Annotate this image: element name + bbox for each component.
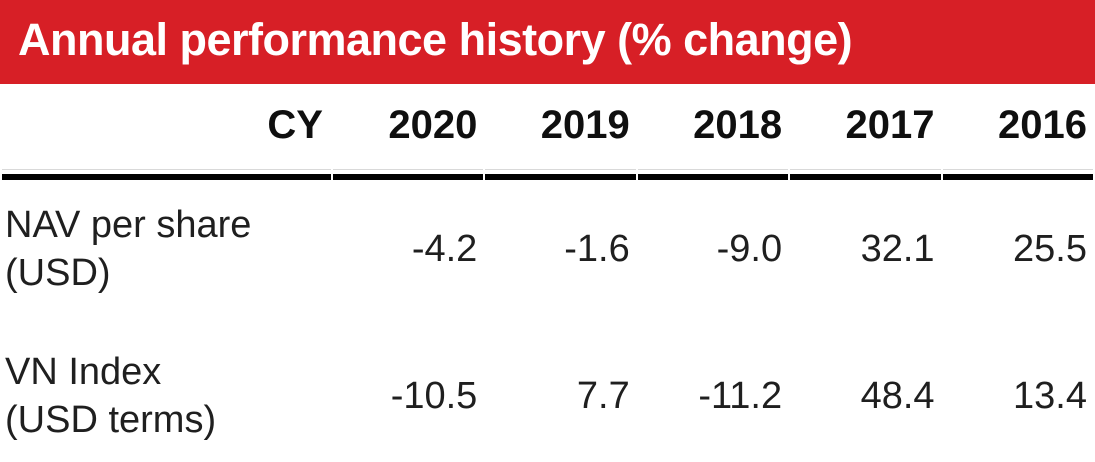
- page-title: Annual performance history (% change): [18, 14, 853, 65]
- row-label: VN Index (USD terms): [5, 351, 217, 441]
- column-header-year-2019: 2019: [485, 84, 636, 170]
- divider-segment: [485, 170, 636, 180]
- column-header-year-2017: 2017: [790, 84, 941, 170]
- column-header-cy: CY: [2, 84, 331, 170]
- table-row: VN Index (USD terms) -10.5 7.7 -11.2 48.4 13.…: [2, 327, 1093, 462]
- value-cell: 32.1: [860, 228, 935, 270]
- value-cell: -10.5: [390, 375, 478, 417]
- value-cell: 7.7: [576, 375, 630, 417]
- value-cell: -11.2: [698, 375, 783, 417]
- performance-table: CY 2020 2019 2018 2017 2016 NAV per share (US…: [0, 84, 1095, 462]
- header-row: CY 2020 2019 2018 2017 2016: [2, 84, 1093, 170]
- divider-segment: [2, 170, 331, 180]
- column-header-year-2018: 2018: [637, 84, 789, 170]
- value-cell: -1.6: [564, 228, 630, 270]
- header-divider: [2, 170, 1093, 180]
- divider-segment: [790, 170, 941, 180]
- column-header-year-2016: 2016: [942, 84, 1093, 170]
- divider-segment: [332, 170, 484, 180]
- value-cell: 48.4: [860, 375, 935, 417]
- divider-segment: [637, 170, 789, 180]
- row-label: NAV per share (USD): [5, 204, 252, 294]
- value-cell: 25.5: [1013, 228, 1087, 270]
- value-cell: -4.2: [411, 228, 478, 270]
- title-banner: Annual performance history (% change): [0, 0, 1095, 84]
- table-row: NAV per share (USD) -4.2 -1.6 -9.0 32.1 25.5: [2, 180, 1093, 327]
- divider-segment: [942, 170, 1093, 180]
- value-cell: -9.0: [716, 228, 783, 270]
- table-body: NAV per share (USD) -4.2 -1.6 -9.0 32.1 25.5 V…: [2, 180, 1093, 462]
- value-cell: 13.4: [1013, 375, 1087, 417]
- column-header-year-2020: 2020: [332, 84, 484, 170]
